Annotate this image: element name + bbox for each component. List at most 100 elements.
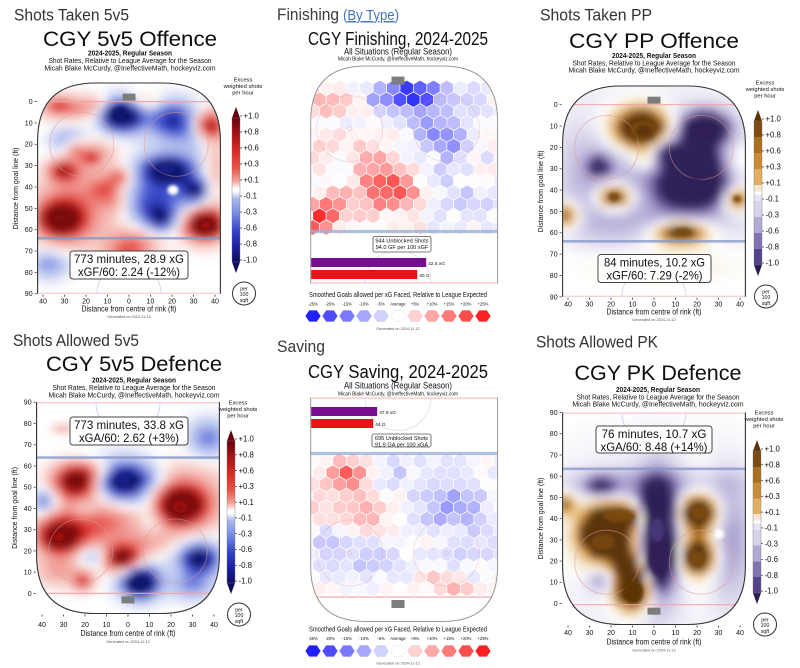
svg-text:20: 20 bbox=[550, 145, 558, 152]
svg-text:+1.0: +1.0 bbox=[239, 435, 255, 444]
svg-text:Shot Rates, Relative to League: Shot Rates, Relative to League Average f… bbox=[49, 56, 212, 65]
svg-text:sqft: sqft bbox=[761, 629, 770, 635]
svg-text:10: 10 bbox=[550, 580, 558, 587]
svg-text:+0.8: +0.8 bbox=[765, 460, 780, 469]
svg-text:(By Type): (By Type) bbox=[343, 8, 399, 24]
svg-text:2024-2025, Regular Season: 2024-2025, Regular Season bbox=[616, 385, 700, 394]
svg-text:100: 100 bbox=[762, 295, 771, 301]
svg-text:10: 10 bbox=[104, 299, 112, 306]
svg-text:per hour: per hour bbox=[232, 91, 254, 97]
svg-text:100: 100 bbox=[761, 623, 770, 629]
svg-text:+0.3: +0.3 bbox=[765, 492, 780, 501]
svg-text:30: 30 bbox=[25, 163, 33, 170]
svg-text:per hour: per hour bbox=[227, 414, 249, 420]
svg-text:40: 40 bbox=[211, 299, 219, 306]
svg-text:60: 60 bbox=[550, 230, 558, 237]
svg-text:Shot Rates, Relative to League: Shot Rates, Relative to League Average f… bbox=[573, 59, 736, 68]
svg-text:CGY PK Defence: CGY PK Defence bbox=[575, 361, 742, 385]
svg-text:Generated on 2024-11-12: Generated on 2024-11-12 bbox=[376, 662, 419, 666]
svg-text:+0.1: +0.1 bbox=[766, 179, 781, 188]
svg-text:70: 70 bbox=[24, 442, 32, 449]
svg-text:30: 30 bbox=[190, 299, 198, 306]
svg-text:-0.8: -0.8 bbox=[244, 240, 257, 249]
svg-text:+20%: +20% bbox=[461, 302, 472, 307]
svg-text:40 G: 40 G bbox=[419, 273, 430, 279]
svg-text:40: 40 bbox=[210, 622, 218, 629]
svg-text:Distance from centre of rink (: Distance from centre of rink (ft) bbox=[81, 629, 176, 638]
svg-text:-0.8: -0.8 bbox=[765, 571, 778, 580]
svg-text:sqft: sqft bbox=[235, 619, 244, 625]
svg-text:40: 40 bbox=[564, 302, 572, 309]
svg-text:-0.8: -0.8 bbox=[766, 243, 779, 252]
svg-text:Excess: Excess bbox=[755, 411, 774, 417]
svg-text:Average: Average bbox=[390, 636, 406, 641]
svg-text:Excess: Excess bbox=[229, 401, 248, 407]
svg-text:All Situations (Regular Season: All Situations (Regular Season) bbox=[344, 381, 452, 391]
svg-text:-15%: -15% bbox=[342, 302, 352, 307]
svg-text:+0.8: +0.8 bbox=[239, 450, 254, 459]
svg-text:50: 50 bbox=[24, 485, 32, 492]
svg-text:+15%: +15% bbox=[444, 636, 455, 641]
svg-text:40: 40 bbox=[736, 630, 744, 637]
svg-text:+0.3: +0.3 bbox=[244, 160, 259, 169]
svg-text:40: 40 bbox=[25, 184, 33, 191]
svg-text:30: 30 bbox=[550, 166, 558, 173]
svg-text:Generated on 2024-11-12: Generated on 2024-11-12 bbox=[376, 327, 419, 331]
svg-text:695 Unblocked Shots: 695 Unblocked Shots bbox=[375, 436, 428, 442]
svg-text:40: 40 bbox=[550, 516, 558, 523]
svg-text:Distance from goal line (ft): Distance from goal line (ft) bbox=[11, 147, 20, 229]
svg-text:0: 0 bbox=[652, 630, 656, 637]
svg-text:100: 100 bbox=[235, 613, 244, 619]
svg-text:70: 70 bbox=[550, 452, 558, 459]
svg-text:40: 40 bbox=[39, 299, 47, 306]
svg-text:40: 40 bbox=[736, 302, 744, 309]
svg-text:773 minutes, 28.9 xG: 773 minutes, 28.9 xG bbox=[74, 252, 184, 266]
svg-text:Distance from centre of rink (: Distance from centre of rink (ft) bbox=[607, 638, 702, 647]
svg-text:-20%: -20% bbox=[325, 302, 335, 307]
svg-text:+0.6: +0.6 bbox=[765, 476, 780, 485]
svg-text:-0.6: -0.6 bbox=[765, 555, 778, 564]
svg-text:42.5 xG: 42.5 xG bbox=[428, 261, 445, 267]
svg-text:10: 10 bbox=[146, 622, 154, 629]
svg-text:+0.6: +0.6 bbox=[766, 147, 781, 156]
svg-text:Micah Blake McCurdy, @Ineffect: Micah Blake McCurdy, @IneffectiveMath, h… bbox=[49, 391, 220, 400]
svg-text:70: 70 bbox=[25, 248, 33, 255]
svg-text:+0.8: +0.8 bbox=[244, 128, 259, 137]
svg-text:80: 80 bbox=[25, 270, 33, 277]
svg-text:+0.1: +0.1 bbox=[765, 508, 780, 517]
svg-text:Shot Rates, Relative to League: Shot Rates, Relative to League Average f… bbox=[53, 383, 216, 392]
svg-text:-0.3: -0.3 bbox=[765, 539, 778, 548]
svg-text:Average: Average bbox=[390, 302, 406, 307]
svg-text:10: 10 bbox=[672, 302, 680, 309]
svg-text:0: 0 bbox=[554, 102, 558, 109]
svg-text:+0.1: +0.1 bbox=[239, 498, 254, 507]
svg-text:0: 0 bbox=[29, 99, 33, 106]
svg-text:10: 10 bbox=[629, 302, 637, 309]
svg-text:30: 30 bbox=[60, 622, 68, 629]
svg-text:20: 20 bbox=[167, 622, 175, 629]
svg-text:10: 10 bbox=[629, 630, 637, 637]
svg-text:10: 10 bbox=[25, 120, 33, 127]
svg-text:-0.3: -0.3 bbox=[239, 529, 252, 538]
svg-text:-0.1: -0.1 bbox=[765, 524, 778, 533]
svg-text:30: 30 bbox=[715, 630, 723, 637]
svg-text:Distance from centre of rink (: Distance from centre of rink (ft) bbox=[82, 305, 177, 314]
svg-text:30: 30 bbox=[61, 299, 69, 306]
svg-text:Saving: Saving bbox=[277, 338, 325, 356]
svg-text:Generated on 2024-11-12: Generated on 2024-11-12 bbox=[632, 649, 675, 653]
svg-text:94.0 GF per 100 xGF: 94.0 GF per 100 xGF bbox=[376, 245, 429, 251]
svg-text:0: 0 bbox=[127, 299, 131, 306]
svg-text:91.9 GA per 100 xGA: 91.9 GA per 100 xGA bbox=[375, 443, 428, 449]
svg-text:0: 0 bbox=[126, 622, 130, 629]
svg-text:20: 20 bbox=[550, 559, 558, 566]
svg-text:-0.6: -0.6 bbox=[239, 545, 252, 554]
svg-text:90: 90 bbox=[24, 400, 32, 407]
svg-text:weighted shots: weighted shots bbox=[744, 417, 784, 423]
svg-text:per hour: per hour bbox=[754, 94, 776, 100]
svg-text:-0.1: -0.1 bbox=[239, 514, 252, 523]
svg-text:60: 60 bbox=[550, 474, 558, 481]
svg-text:All Situations (Regular Season: All Situations (Regular Season) bbox=[344, 47, 452, 57]
svg-text:Shots Taken PP: Shots Taken PP bbox=[540, 7, 652, 25]
svg-text:-10%: -10% bbox=[359, 636, 369, 641]
svg-text:+0.3: +0.3 bbox=[766, 163, 781, 172]
